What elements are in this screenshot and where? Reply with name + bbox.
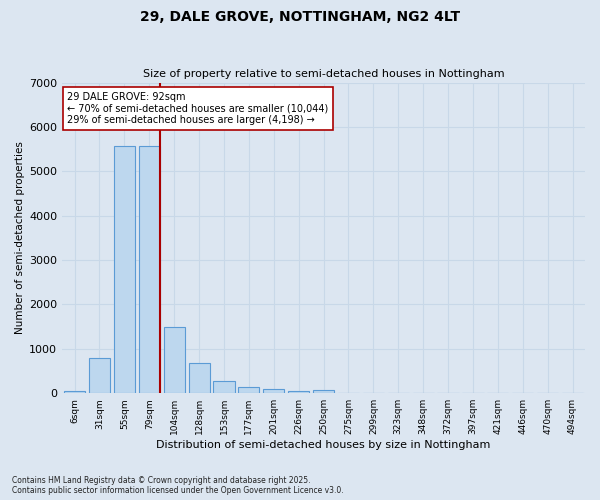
Bar <box>214 382 235 393</box>
Bar <box>288 390 309 393</box>
Y-axis label: Number of semi-detached properties: Number of semi-detached properties <box>15 142 25 334</box>
Title: Size of property relative to semi-detached houses in Nottingham: Size of property relative to semi-detach… <box>143 69 505 79</box>
Bar <box>238 387 259 393</box>
Bar <box>64 391 85 393</box>
Bar <box>263 389 284 393</box>
Bar <box>188 364 209 393</box>
Bar <box>114 146 135 393</box>
Bar <box>89 358 110 393</box>
Text: 29, DALE GROVE, NOTTINGHAM, NG2 4LT: 29, DALE GROVE, NOTTINGHAM, NG2 4LT <box>140 10 460 24</box>
Text: Contains HM Land Registry data © Crown copyright and database right 2025.
Contai: Contains HM Land Registry data © Crown c… <box>12 476 344 495</box>
Text: 29 DALE GROVE: 92sqm
← 70% of semi-detached houses are smaller (10,044)
29% of s: 29 DALE GROVE: 92sqm ← 70% of semi-detac… <box>67 92 329 125</box>
Bar <box>164 327 185 393</box>
Bar <box>139 146 160 393</box>
Bar <box>313 390 334 393</box>
X-axis label: Distribution of semi-detached houses by size in Nottingham: Distribution of semi-detached houses by … <box>157 440 491 450</box>
